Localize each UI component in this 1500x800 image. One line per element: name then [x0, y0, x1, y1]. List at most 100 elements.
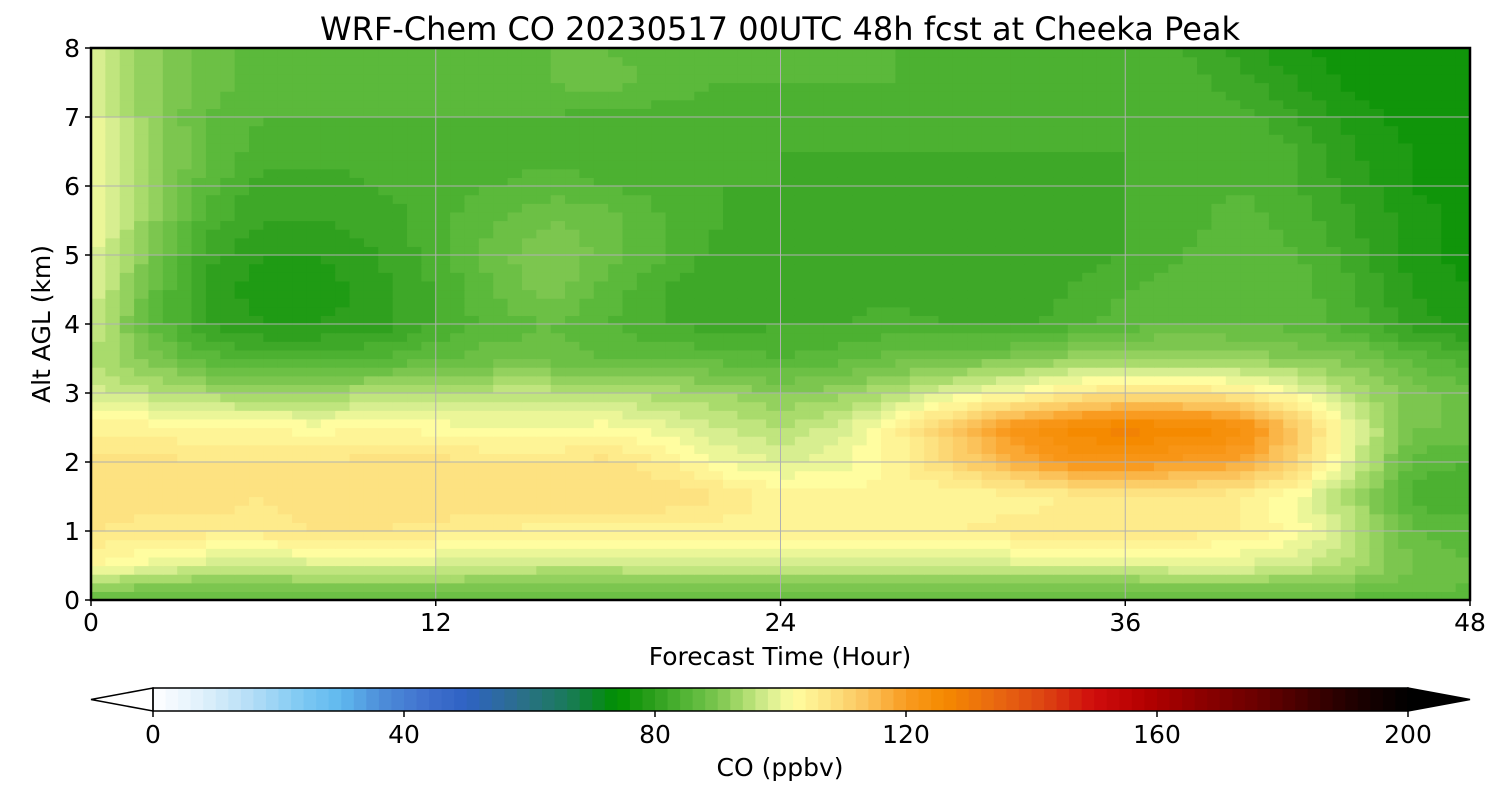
heatmap-cell — [1067, 531, 1083, 541]
heatmap-cell — [737, 393, 753, 403]
heatmap-cell — [938, 315, 954, 325]
heatmap-cell — [177, 565, 193, 575]
heatmap-cell — [550, 272, 566, 282]
heatmap-cell — [507, 186, 523, 196]
heatmap-cell — [450, 582, 466, 592]
heatmap-cell — [1211, 556, 1227, 567]
heatmap-cell — [924, 453, 940, 463]
heatmap-cell — [967, 358, 983, 368]
heatmap-cell — [579, 298, 595, 308]
heatmap-cell — [1096, 582, 1112, 592]
heatmap-cell — [249, 522, 264, 532]
heatmap-cell — [622, 237, 638, 247]
heatmap-cell — [679, 393, 695, 403]
heatmap-cell — [162, 513, 178, 523]
heatmap-cell — [751, 168, 767, 178]
heatmap-cell — [1412, 177, 1428, 187]
heatmap-cell — [737, 324, 753, 334]
heatmap-cell — [249, 289, 264, 299]
heatmap-cell — [493, 462, 509, 472]
heatmap-cell — [737, 444, 753, 454]
heatmap-cell — [335, 358, 351, 368]
heatmap-cell — [1096, 289, 1112, 299]
heatmap-cell — [1110, 522, 1126, 532]
heatmap-cell — [1010, 341, 1026, 351]
heatmap-cell — [493, 246, 509, 256]
heatmap-cell — [162, 427, 178, 437]
heatmap-cell — [737, 306, 753, 316]
heatmap-cell — [119, 574, 135, 584]
heatmap-cell — [1383, 591, 1399, 600]
heatmap-cell — [1096, 255, 1112, 265]
heatmap-cell — [1225, 237, 1241, 247]
heatmap-cell — [1340, 194, 1356, 204]
heatmap-cell — [1297, 462, 1313, 472]
heatmap-cell — [1455, 324, 1470, 334]
heatmap-cell — [349, 548, 365, 558]
heatmap-cell — [723, 591, 738, 600]
heatmap-cell — [134, 220, 150, 230]
heatmap-cell — [1441, 315, 1457, 325]
heatmap-cell — [493, 194, 509, 204]
heatmap-cell — [306, 496, 322, 506]
heatmap-cell — [1254, 375, 1270, 385]
heatmap-cell — [1153, 298, 1169, 308]
heatmap-cell — [363, 487, 379, 498]
heatmap-cell — [608, 324, 624, 334]
heatmap-cell — [866, 280, 882, 291]
heatmap-cell — [622, 349, 638, 360]
heatmap-cell — [794, 531, 810, 541]
heatmap-cell — [751, 341, 767, 351]
heatmap-cell — [1125, 358, 1141, 368]
heatmap-cell — [1125, 505, 1141, 515]
heatmap-cell — [938, 255, 954, 265]
heatmap-cell — [536, 177, 552, 187]
heatmap-cell — [708, 462, 724, 472]
heatmap-cell — [1369, 289, 1385, 299]
heatmap-cell — [665, 349, 681, 360]
heatmap-cell — [622, 496, 638, 506]
heatmap-cell — [478, 298, 494, 308]
heatmap-cell — [1096, 462, 1112, 472]
heatmap-cell — [852, 393, 868, 403]
heatmap-cell — [1096, 298, 1112, 308]
heatmap-cell — [450, 487, 466, 498]
heatmap-cell — [1139, 306, 1155, 316]
heatmap-cell — [981, 341, 997, 351]
heatmap-cell — [148, 479, 164, 489]
heatmap-cell — [1268, 229, 1284, 239]
heatmap-cell — [435, 513, 451, 523]
heatmap-cell — [780, 531, 796, 541]
heatmap-cell — [1268, 479, 1284, 489]
heatmap-cell — [234, 436, 250, 446]
heatmap-cell — [1398, 168, 1414, 178]
heatmap-cell — [593, 410, 609, 420]
heatmap-cell — [349, 470, 365, 480]
heatmap-cell — [1153, 487, 1169, 498]
heatmap-cell — [866, 539, 882, 549]
heatmap-cell — [249, 444, 264, 454]
heatmap-cell — [622, 324, 638, 334]
heatmap-cell — [105, 591, 121, 600]
heatmap-cell — [421, 203, 437, 213]
heatmap-cell — [852, 237, 868, 247]
heatmap-cell — [478, 505, 494, 515]
heatmap-cell — [751, 444, 767, 454]
heatmap-cell — [277, 582, 293, 592]
heatmap-cell — [952, 531, 968, 541]
heatmap-cell — [967, 513, 983, 523]
heatmap-cell — [507, 487, 523, 498]
heatmap-cell — [723, 410, 738, 420]
heatmap-cell — [1455, 255, 1470, 265]
heatmap-cell — [335, 375, 351, 385]
heatmap-cell — [636, 211, 652, 222]
heatmap-cell — [1297, 393, 1313, 403]
heatmap-cell — [780, 410, 796, 420]
heatmap-cell — [636, 315, 652, 325]
heatmap-cell — [205, 548, 221, 558]
heatmap-cell — [234, 194, 250, 204]
heatmap-cell — [306, 591, 322, 600]
heatmap-cell — [794, 375, 810, 385]
heatmap-cell — [536, 160, 552, 170]
heatmap-cell — [205, 263, 221, 273]
